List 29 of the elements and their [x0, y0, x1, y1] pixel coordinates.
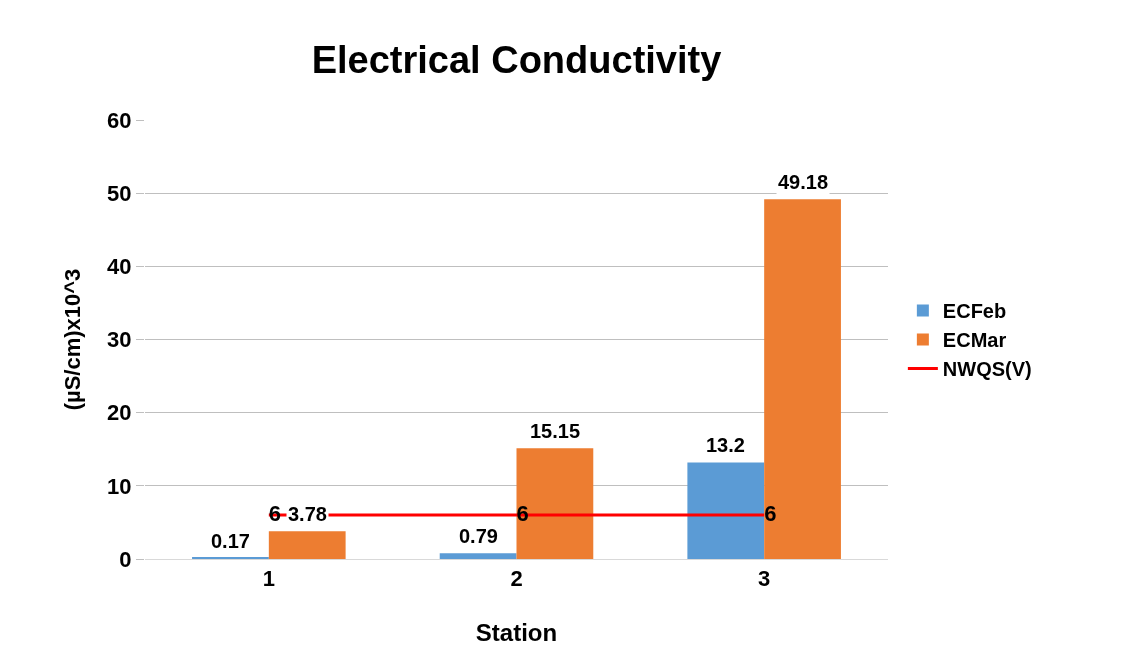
- y-axis-title: (µS/cm)x10^3: [59, 268, 85, 411]
- x-tick-label: 3: [758, 566, 771, 592]
- y-tick-label: 10: [107, 473, 132, 499]
- y-tick-label: 60: [107, 107, 132, 133]
- data-label: 6: [764, 500, 777, 526]
- data-label: 15.15: [530, 420, 581, 442]
- bar: [764, 199, 841, 559]
- legend-label: NWQS(V): [942, 358, 1032, 381]
- data-label: 0.79: [459, 525, 498, 547]
- data-label: 3.78: [288, 503, 327, 525]
- y-tick-label: 20: [107, 400, 132, 426]
- legend-label: ECMar: [942, 329, 1007, 352]
- y-tick-label: 0: [119, 546, 132, 572]
- data-label: 6: [516, 500, 529, 526]
- bar: [687, 462, 765, 559]
- data-label: 49.18: [778, 171, 829, 193]
- bar: [516, 448, 594, 559]
- bar: [439, 553, 517, 559]
- y-tick-label: 30: [107, 327, 132, 353]
- bar: [268, 531, 346, 559]
- x-tick-label: 1: [262, 566, 275, 592]
- y-tick-label: 50: [107, 180, 132, 206]
- x-axis-title: Station: [475, 619, 558, 646]
- chart-title: Electrical Conductivity: [311, 39, 722, 82]
- data-label: 13.2: [706, 434, 745, 456]
- data-label: 0.17: [211, 530, 250, 552]
- y-tick-label: 40: [107, 254, 132, 280]
- x-tick-label: 2: [510, 566, 523, 592]
- legend-label: ECFeb: [942, 300, 1007, 323]
